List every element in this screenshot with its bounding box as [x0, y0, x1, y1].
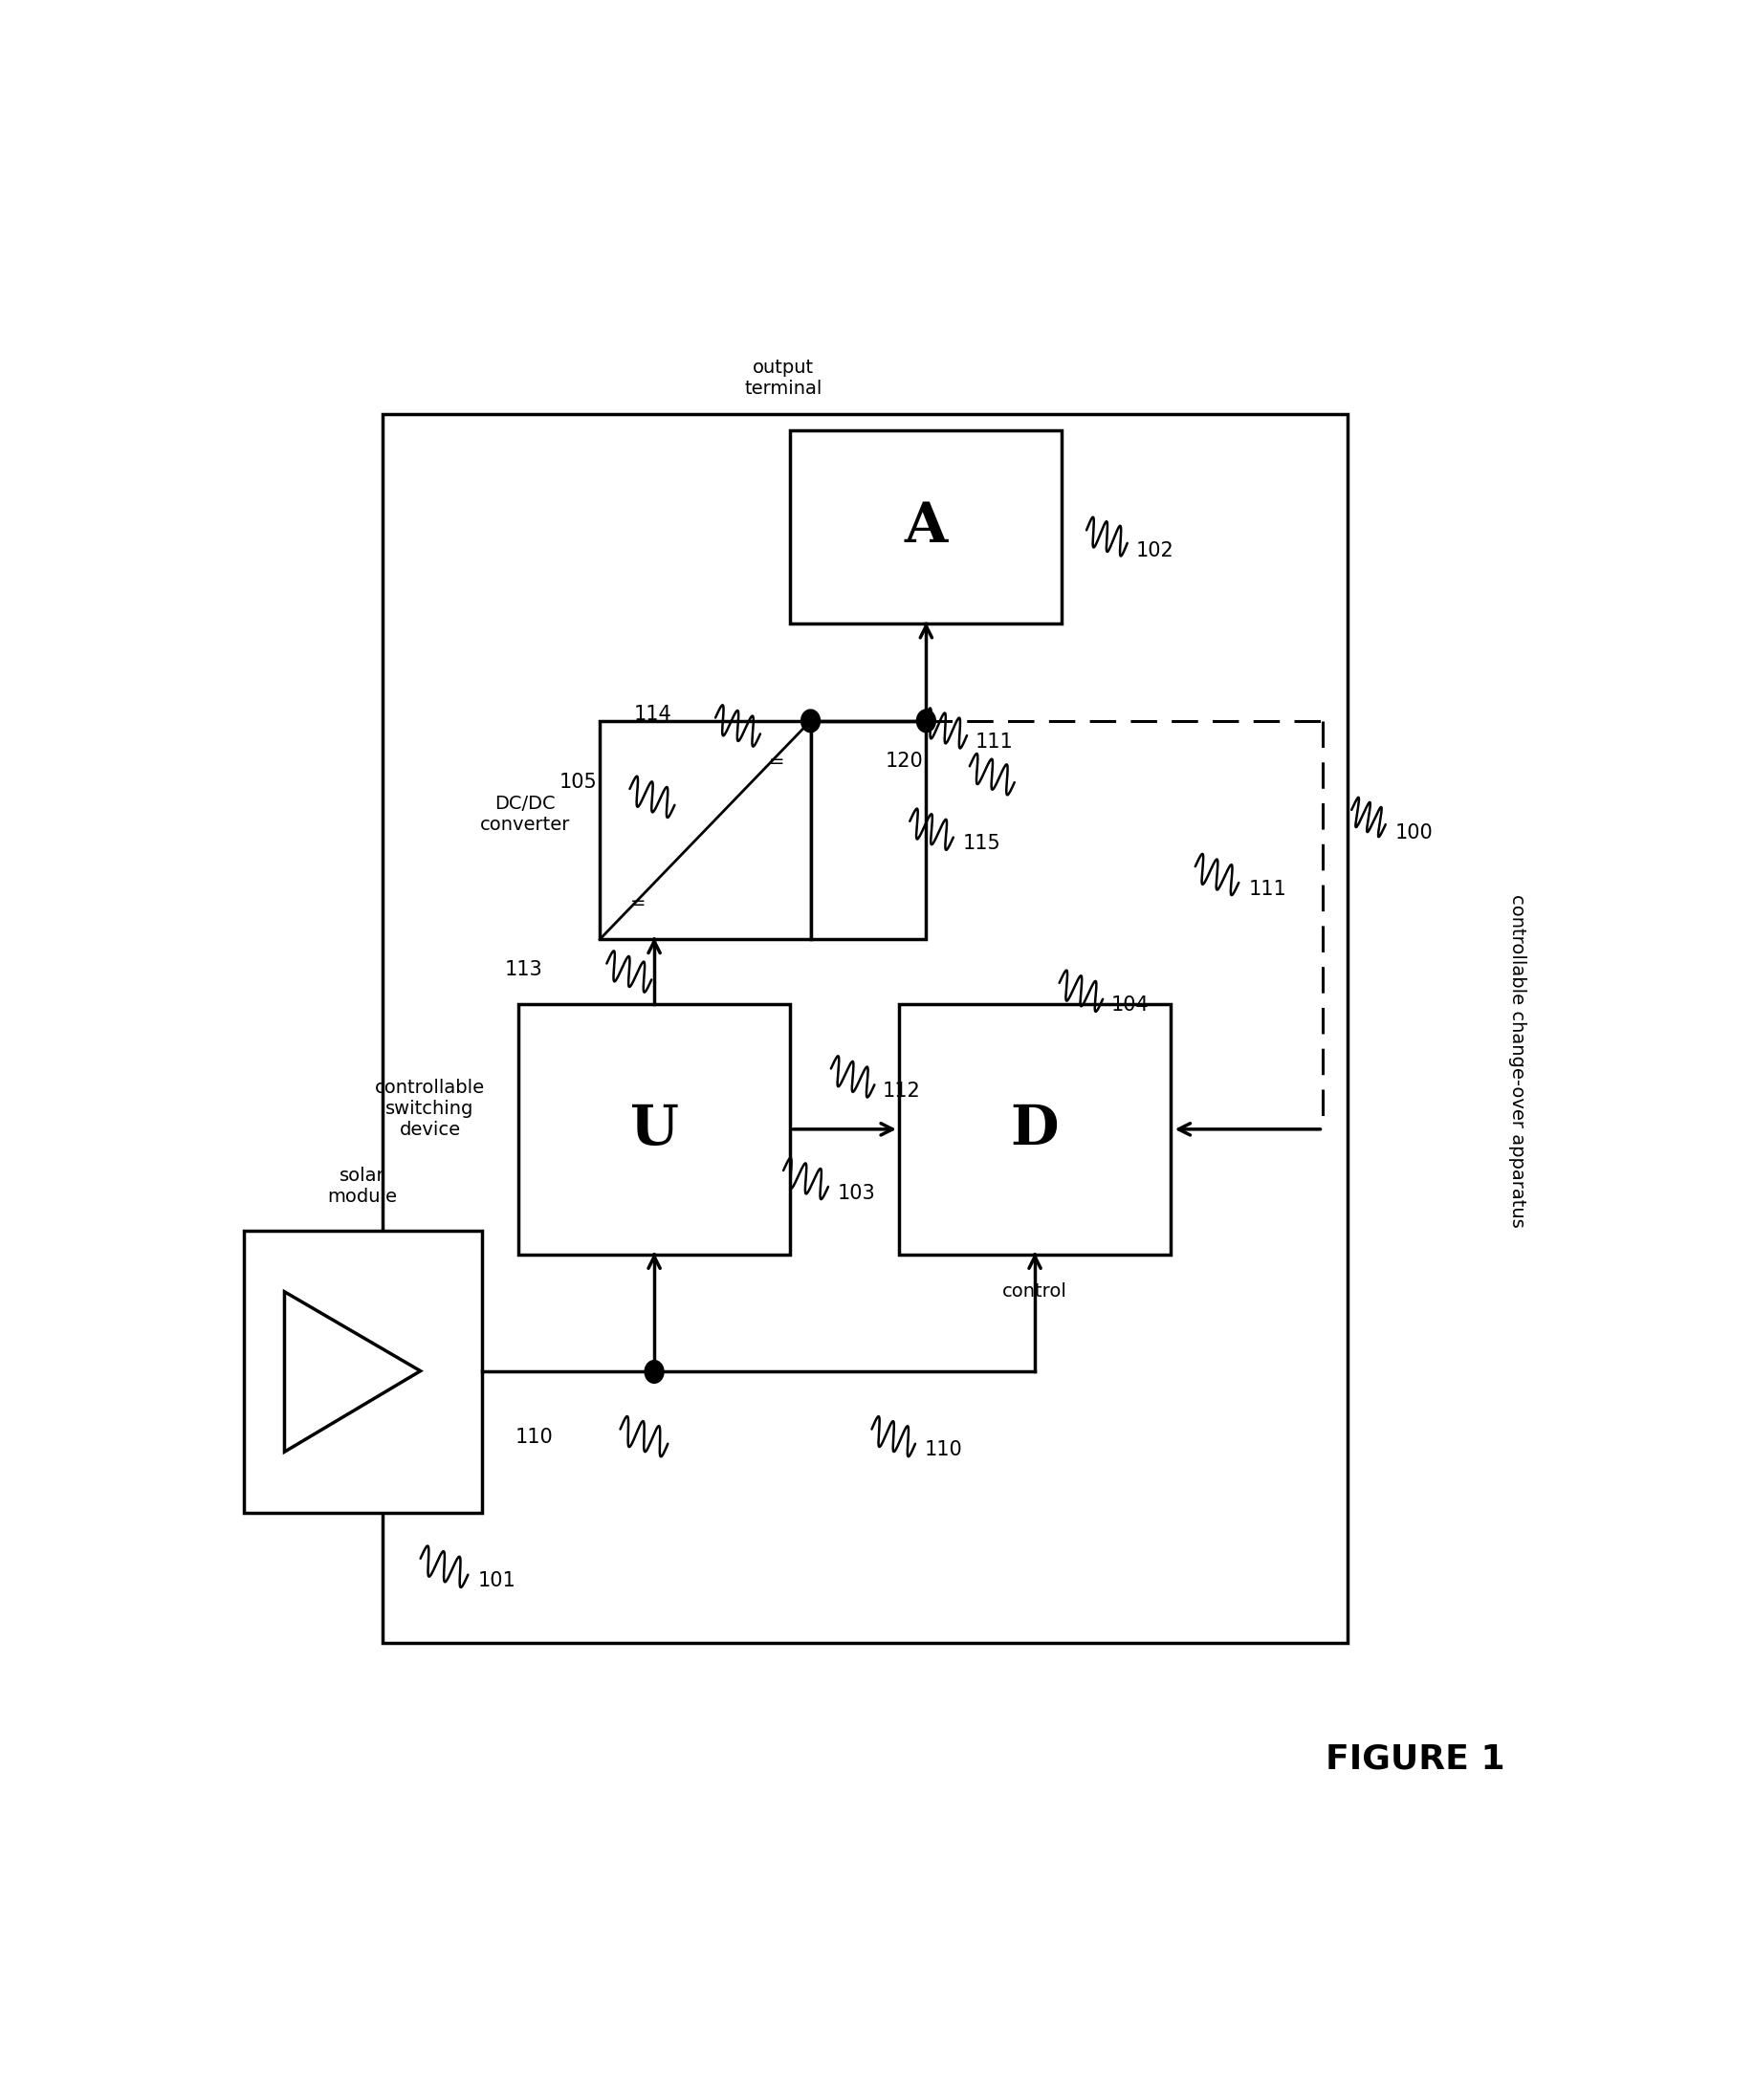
Text: 105: 105: [560, 773, 596, 792]
Text: 115: 115: [963, 834, 1002, 853]
Text: 112: 112: [882, 1082, 921, 1100]
Text: 111: 111: [975, 733, 1014, 752]
Text: U: U: [630, 1102, 679, 1155]
Text: output
terminal: output terminal: [744, 359, 823, 397]
Text: 114: 114: [633, 706, 672, 724]
Bar: [244, 1231, 482, 1514]
Text: 120: 120: [886, 752, 923, 771]
Text: control: control: [1002, 1281, 1068, 1300]
Text: A: A: [905, 500, 947, 554]
Text: 101: 101: [477, 1571, 516, 1590]
Bar: [519, 1004, 791, 1254]
Bar: [900, 1004, 1172, 1254]
Text: DC/DC
converter: DC/DC converter: [481, 796, 570, 834]
Text: 103: 103: [838, 1184, 875, 1203]
Text: solar
module: solar module: [326, 1168, 396, 1205]
Text: =: =: [768, 752, 784, 771]
Bar: [789, 430, 1063, 624]
Polygon shape: [284, 1292, 421, 1451]
Bar: [382, 414, 1347, 1642]
Text: D: D: [1010, 1102, 1059, 1155]
Text: 100: 100: [1394, 823, 1433, 842]
Text: =: =: [630, 895, 645, 914]
Text: 104: 104: [1110, 995, 1149, 1014]
Text: 113: 113: [505, 960, 542, 979]
Circle shape: [802, 710, 821, 733]
Text: 102: 102: [1135, 542, 1173, 561]
Circle shape: [645, 1361, 663, 1384]
Text: FIGURE 1: FIGURE 1: [1326, 1743, 1505, 1774]
Text: 110: 110: [924, 1441, 963, 1459]
Circle shape: [917, 710, 935, 733]
Bar: [600, 720, 810, 939]
Text: 110: 110: [516, 1428, 554, 1447]
Text: controllable
switching
device: controllable switching device: [375, 1079, 486, 1138]
Text: 111: 111: [1249, 880, 1286, 899]
Text: controllable change-over apparatus: controllable change-over apparatus: [1508, 895, 1526, 1226]
Bar: [810, 720, 926, 939]
